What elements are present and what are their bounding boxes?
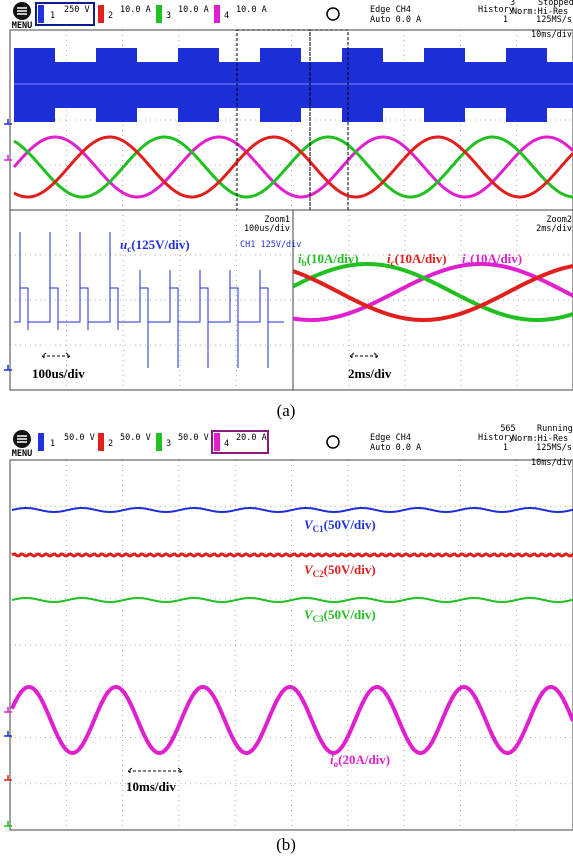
acq-count: 565 — [500, 424, 515, 434]
channel-number: 2 — [108, 439, 113, 449]
channel-number: 1 — [50, 439, 55, 449]
pwm-band — [219, 62, 260, 108]
channel-number: 3 — [166, 11, 171, 21]
pwm-band — [506, 48, 547, 122]
pwm-band — [260, 48, 301, 122]
output-current — [12, 687, 573, 753]
pwm-band — [96, 48, 137, 122]
caption: (b) — [276, 835, 296, 854]
history-label: History — [478, 5, 514, 15]
channel-scale: 50.0 V — [178, 433, 209, 443]
pwm-band — [137, 62, 178, 108]
scale-arrow — [350, 353, 378, 359]
history-value: 1 — [503, 15, 508, 25]
annotation: ib(10A/div) — [298, 251, 359, 268]
channel-swatch — [98, 5, 104, 23]
pwm-band — [55, 62, 96, 108]
menu-label: MENU — [12, 449, 32, 459]
channel-marker — [4, 775, 12, 780]
channel-marker — [4, 155, 12, 160]
timebase: 10ms/div — [531, 30, 572, 40]
history-value: 1 — [503, 443, 508, 453]
sample-rate: 125MS/s — [536, 443, 572, 453]
annotation: uc(125V/div) — [120, 237, 190, 254]
time-scale: 10ms/div — [126, 779, 176, 794]
channel-scale: 10.0 A — [178, 5, 209, 15]
channel-swatch — [38, 5, 44, 23]
channel-scale: 20.0 A — [236, 433, 267, 443]
annotation: io(20A/div) — [330, 752, 390, 769]
acq-status: Running — [537, 424, 573, 434]
trigger: Edge CH4 — [370, 5, 411, 15]
annotation: ic(10A/div) — [387, 251, 447, 268]
sample-rate: 125MS/s — [536, 15, 572, 25]
channel-scale: 10.0 A — [236, 5, 267, 15]
scale-arrow — [42, 353, 70, 359]
pwm-band — [547, 62, 573, 108]
channel-swatch — [214, 433, 220, 451]
channel-swatch — [214, 5, 220, 23]
channel-scale: 50.0 V — [120, 433, 151, 443]
capacitor-voltage-2 — [12, 554, 573, 556]
zoom1-timebase: 100us/div — [244, 224, 290, 234]
zoom2-timebase: 2ms/div — [536, 224, 572, 234]
annotation: VC3(50V/div) — [304, 607, 376, 624]
pwm-band — [383, 62, 424, 108]
trigger: Edge CH4 — [370, 433, 411, 443]
switching-voltage — [14, 232, 284, 368]
channel-scale: 50.0 V — [64, 433, 95, 443]
timebase: 10ms/div — [531, 458, 572, 468]
channel-marker — [4, 731, 12, 736]
channel-number: 1 — [50, 11, 55, 21]
pwm-band — [178, 48, 219, 122]
zoom1-channel: CH1 125V/div — [240, 240, 301, 250]
channel-marker — [4, 821, 12, 826]
time-scale: 100us/div — [32, 366, 85, 381]
channel-scale: 10.0 A — [120, 5, 151, 15]
pwm-band — [301, 62, 342, 108]
channel-number: 4 — [224, 439, 229, 449]
annotation: VC2(50V/div) — [304, 562, 376, 579]
annotation: ia(10A/div) — [462, 251, 522, 268]
channel-number: 4 — [224, 11, 229, 21]
channel-number: 3 — [166, 439, 171, 449]
channel-marker — [4, 365, 12, 370]
zoom-icon — [327, 8, 339, 20]
channel-scale: 250 V — [64, 5, 90, 15]
figure: MENU 1 250 V 2 10.0 A 3 10.0 A 4 10.0 A … — [0, 0, 573, 858]
caption: (a) — [277, 401, 296, 420]
channel-swatch — [156, 433, 162, 451]
channel-swatch — [38, 433, 44, 451]
channel-swatch — [98, 433, 104, 451]
pwm-band — [14, 48, 55, 122]
menu-label: MENU — [12, 21, 32, 31]
pwm-band — [465, 62, 506, 108]
capacitor-voltage-3 — [12, 598, 573, 602]
time-scale: 2ms/div — [348, 366, 392, 381]
trigger-level: Auto 0.0 A — [370, 15, 421, 25]
scope-traces — [4, 30, 573, 830]
channel-number: 2 — [108, 11, 113, 21]
zoom-icon — [327, 436, 339, 448]
capacitor-voltage-1 — [12, 508, 573, 512]
scale-arrow — [128, 768, 182, 774]
trigger-level: Auto 0.0 A — [370, 443, 421, 453]
channel-swatch — [156, 5, 162, 23]
panel-b: MENU 1 50.0 V 2 50.0 V 3 50.0 V 4 20.0 A… — [12, 424, 573, 854]
annotation: VC1(50V/div) — [304, 517, 376, 534]
pwm-band — [424, 48, 465, 122]
page: MENU 1 250 V 2 10.0 A 3 10.0 A 4 10.0 A … — [0, 0, 573, 858]
history-label: History — [478, 433, 514, 443]
